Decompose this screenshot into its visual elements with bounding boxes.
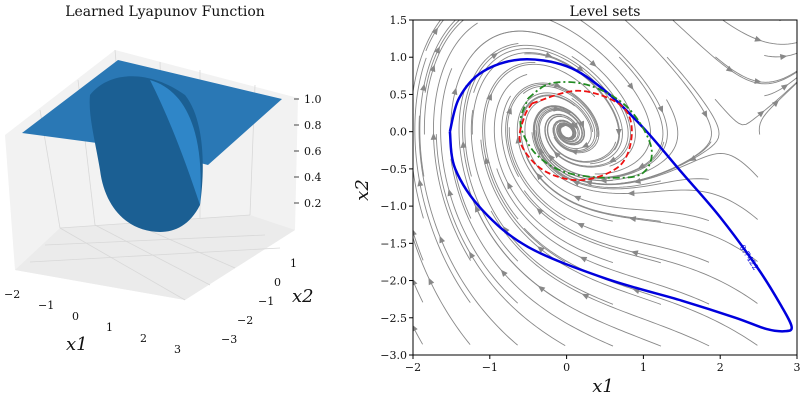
stream-arrow (504, 180, 513, 189)
level-sets-title: Level sets (570, 4, 641, 20)
stream-arrow (452, 87, 460, 95)
surface-plot: Learned Lyapunov Function 0.2 0.4 0.6 0.8 1.… (4, 4, 322, 356)
x-tick-label: −2 (4, 288, 20, 301)
z-tick-label: 0.8 (304, 119, 322, 132)
y-tick-label: 1.5 (390, 14, 408, 27)
x-tick-label: 3 (174, 343, 181, 356)
stream-arrow (572, 193, 581, 201)
y-tick-label: −1.5 (380, 237, 407, 250)
surface-title: Learned Lyapunov Function (65, 4, 265, 20)
y-tick-label: −2 (237, 314, 253, 327)
z-tick-label: 1.0 (304, 93, 322, 106)
y-tick-label: 1.0 (390, 51, 408, 64)
stream-arrow (779, 15, 787, 22)
y-tick-label: −2.5 (380, 312, 407, 325)
streamline (524, 191, 757, 304)
y-tick-label: 0.0 (390, 126, 408, 139)
stream-arrow (754, 36, 763, 44)
z-tick-label: 0.4 (304, 171, 322, 184)
streamline (619, 15, 711, 183)
streamline (451, 159, 613, 346)
y-tick-label: −3 (221, 333, 237, 346)
stream-arrow (466, 250, 475, 259)
streamline (471, 110, 613, 304)
stream-arrow (437, 235, 445, 244)
x-tick-label: 3 (794, 361, 800, 374)
surface-ylabel: x2 (292, 286, 314, 307)
streamline (425, 15, 466, 93)
x-tick-label: −2 (405, 361, 421, 374)
x-tick-label: −1 (38, 299, 54, 312)
stream-arrow (701, 110, 710, 119)
y-tick-label: −1.0 (380, 200, 407, 213)
level-sets-xlabel: x1 (592, 376, 614, 397)
level-sets-ylabel: x2 (352, 179, 373, 201)
streamline (424, 14, 471, 134)
level-sets-plot: Level sets 0.7422 −2 −1 0 1 2 3 1.5 1.0 0.5 0.0 −0… (352, 4, 800, 397)
stream-arrow (616, 129, 622, 136)
stream-arrow (576, 220, 585, 228)
stream-arrow (627, 83, 636, 92)
x-tick-label: 0 (72, 310, 79, 323)
y-tick-label: 0 (274, 276, 281, 289)
stream-arrow (416, 179, 423, 187)
y-tick-label: −0.5 (380, 163, 407, 176)
stream-arrow (627, 190, 634, 196)
x-tick-label: 2 (717, 361, 724, 374)
streamline (572, 15, 668, 179)
y-tick-label: −1 (258, 295, 274, 308)
streamline (532, 132, 758, 219)
stream-arrow (426, 276, 434, 285)
y-tick-label: 1 (290, 257, 297, 270)
streamline (764, 14, 800, 19)
streamline (526, 156, 757, 261)
streamline (491, 211, 709, 346)
stream-arrow (446, 188, 454, 196)
z-tick-label: 0.6 (304, 145, 322, 158)
level-set-label: 0.7422 (738, 243, 760, 272)
x-tick-label: 1 (640, 361, 647, 374)
stream-arrow (430, 133, 436, 140)
y-tick-label: −2.0 (380, 275, 407, 288)
z-tick-label: 0.2 (304, 197, 322, 210)
x-tick-label: 1 (106, 321, 113, 334)
x-tick-label: 0 (563, 361, 570, 374)
streamline (433, 23, 477, 261)
surface-xlabel: x1 (66, 334, 88, 355)
y-tick-label: −3.0 (380, 349, 407, 362)
stream-arrow (578, 254, 587, 262)
y-tick-label: 0.5 (390, 88, 408, 101)
x-tick-label: 2 (140, 332, 147, 345)
streamline (759, 77, 800, 135)
x-tick-label: −1 (482, 361, 498, 374)
streamline (667, 15, 800, 84)
